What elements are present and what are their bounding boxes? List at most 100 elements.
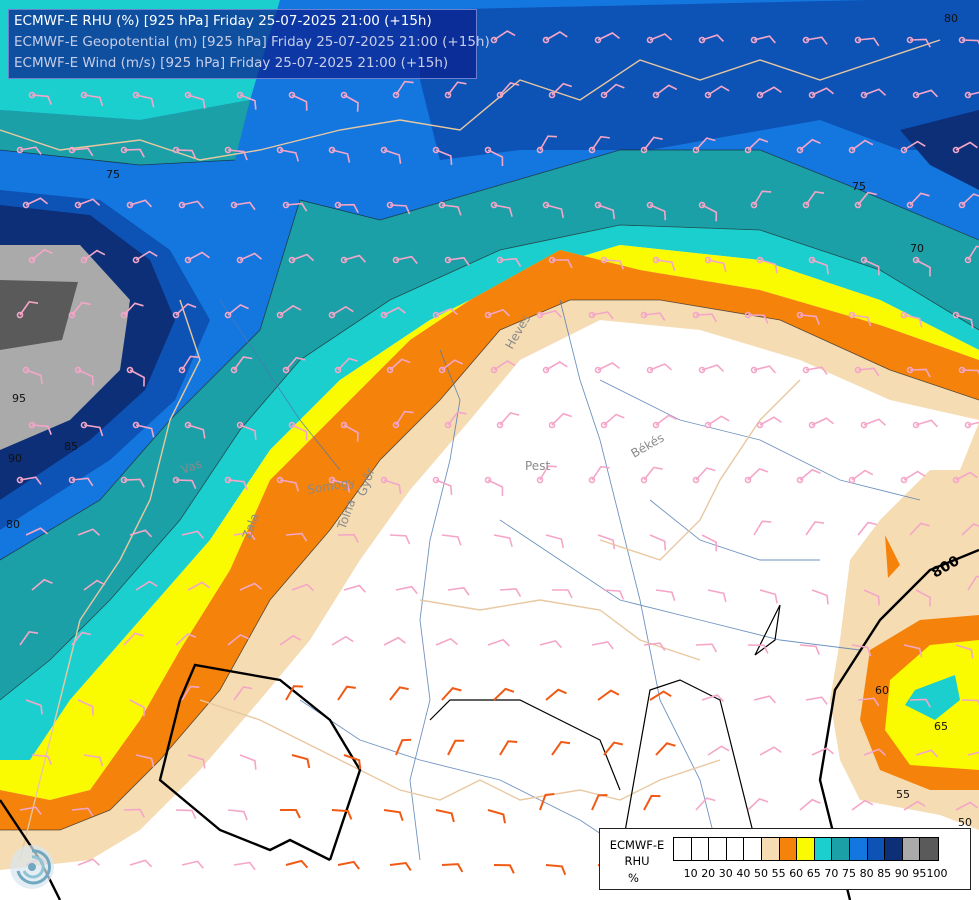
- wind-barb: [848, 469, 874, 484]
- wind-barb: [282, 356, 306, 374]
- wind-barb: [184, 91, 206, 109]
- region-label-pest: Pest: [525, 459, 550, 473]
- wind-barb: [129, 529, 153, 538]
- legend-tick-label: 75: [842, 867, 856, 880]
- wind-barb: [380, 146, 402, 164]
- wind-barb: [233, 531, 256, 541]
- wind-barb: [848, 139, 874, 154]
- contour-label: 80: [6, 518, 20, 531]
- wind-barb: [802, 36, 828, 45]
- wind-barb: [172, 476, 197, 490]
- wind-barb: [389, 534, 411, 545]
- contour-label: 70: [910, 242, 924, 255]
- legend-tick-label: 90: [894, 867, 909, 880]
- wind-barb: [698, 201, 718, 222]
- wind-barb: [545, 688, 567, 701]
- legend-swatch: [902, 838, 921, 860]
- wind-barb: [178, 200, 204, 209]
- wind-barb: [860, 256, 880, 276]
- wind-barb: [600, 413, 625, 429]
- wind-barb: [964, 245, 979, 264]
- wind-barb: [276, 146, 300, 162]
- wind-barb: [343, 584, 367, 593]
- wind-barb: [135, 580, 158, 591]
- wind-barb: [594, 362, 620, 374]
- wind-barb: [343, 754, 362, 770]
- wind-barb: [854, 191, 877, 209]
- wind-barb: [224, 476, 248, 491]
- wind-barb: [288, 253, 315, 264]
- legend-swatch: [920, 838, 938, 860]
- wind-barb: [900, 470, 926, 484]
- wind-barb: [545, 534, 565, 549]
- wind-barb: [71, 631, 91, 646]
- wind-barb: [799, 644, 820, 656]
- legend-swatches: [673, 837, 939, 861]
- wind-barb: [227, 809, 248, 821]
- wind-barb: [239, 582, 263, 591]
- contour-label: 60: [875, 684, 889, 697]
- wind-barb: [28, 248, 53, 264]
- wind-barb: [496, 256, 522, 267]
- wind-barb: [181, 685, 200, 701]
- legend-tick-label: 50: [754, 867, 768, 880]
- wind-barb: [83, 579, 106, 591]
- wind-barb: [692, 137, 716, 154]
- wind-barb: [704, 85, 730, 99]
- wind-barb: [432, 476, 453, 495]
- wind-barb: [123, 808, 145, 818]
- wind-barb: [643, 794, 661, 811]
- wind-barb: [80, 91, 104, 107]
- wind-barb: [542, 361, 568, 374]
- rhu-legend: ECMWF-E RHU % 10 20 30 40 50 55 60 65 70 75 80 85 90…: [599, 828, 971, 890]
- wind-barb: [328, 146, 351, 163]
- wind-barb: [490, 201, 513, 217]
- wind-barb: [915, 589, 931, 607]
- wind-barb: [548, 82, 573, 99]
- legend-tick-label: 65: [806, 867, 821, 880]
- wind-barb: [340, 254, 367, 264]
- contour-label: 50: [958, 816, 972, 829]
- wind-barb: [640, 466, 663, 484]
- wind-barb: [395, 585, 418, 595]
- wind-barb: [952, 141, 978, 154]
- wind-barb: [282, 201, 308, 212]
- wind-barb: [961, 699, 979, 710]
- wind-barb: [955, 644, 974, 659]
- wind-barb: [536, 309, 562, 319]
- wind-barb: [802, 191, 825, 209]
- wind-barb: [120, 146, 145, 158]
- wind-barb: [16, 301, 39, 319]
- wind-barb: [227, 633, 249, 646]
- legend-tick-label: 20: [701, 867, 716, 880]
- wind-barb: [132, 421, 155, 438]
- wind-barb: [279, 634, 302, 646]
- wind-barb: [704, 415, 730, 429]
- wind-barb: [750, 365, 776, 374]
- wind-barb: [704, 256, 727, 273]
- wind-barb: [756, 416, 782, 429]
- wind-barb: [28, 91, 52, 106]
- legend-swatch: [885, 838, 903, 860]
- wind-barb: [695, 797, 716, 811]
- wind-barb: [591, 641, 614, 650]
- legend-swatch: [832, 838, 850, 860]
- wind-barb: [747, 797, 769, 811]
- wind-barb: [19, 806, 42, 815]
- wind-barb: [744, 137, 769, 154]
- wind-barb: [493, 534, 513, 547]
- wind-barb: [484, 146, 504, 166]
- wind-barb: [903, 644, 923, 658]
- legend-tick-label: 30: [718, 867, 733, 880]
- wind-barb: [340, 421, 359, 442]
- wind-barb: [386, 201, 411, 215]
- wind-barb: [447, 586, 470, 596]
- wind-barb: [490, 30, 516, 44]
- legend-tick-label: 40: [736, 867, 751, 880]
- legend-title: ECMWF-E RHU: [609, 838, 665, 868]
- wind-barb: [548, 412, 573, 429]
- wind-barb: [750, 190, 772, 209]
- wind-barb: [964, 90, 979, 99]
- wind-barb: [380, 306, 406, 319]
- wind-barb: [499, 588, 522, 597]
